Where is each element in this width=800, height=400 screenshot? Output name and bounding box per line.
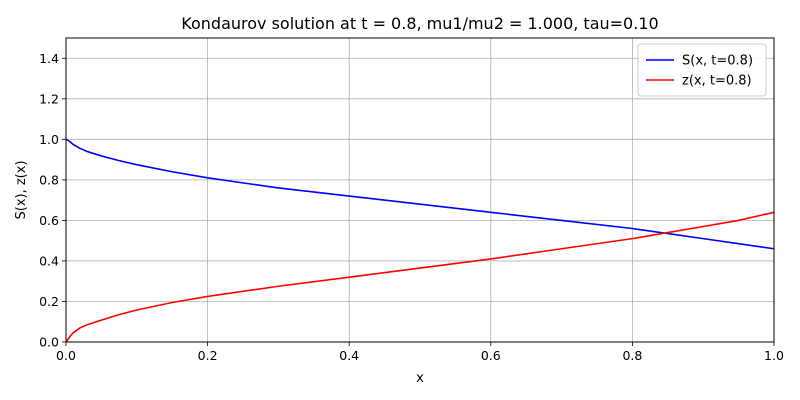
y-tick-label: 0.4 xyxy=(39,253,59,268)
x-tick-label: 0.8 xyxy=(622,348,642,363)
chart-title: Kondaurov solution at t = 0.8, mu1/mu2 =… xyxy=(181,14,658,33)
y-tick-label: 1.4 xyxy=(39,51,59,66)
y-axis-label: S(x), z(x) xyxy=(14,160,29,219)
x-tick-label: 0.4 xyxy=(339,348,359,363)
x-tick-label: 0.6 xyxy=(481,348,501,363)
legend-label: z(x, t=0.8) xyxy=(682,74,752,89)
x-tick-label: 0.0 xyxy=(56,348,76,363)
y-tick-label: 0.6 xyxy=(39,213,59,228)
series-line-1 xyxy=(65,211,775,343)
y-tick-label: 0.2 xyxy=(39,294,59,309)
legend-box xyxy=(637,43,767,97)
y-tick-label: 1.0 xyxy=(39,132,59,147)
x-tick-label: 1.0 xyxy=(764,348,784,363)
series-layer xyxy=(65,138,775,343)
y-tick-label: 0.0 xyxy=(39,335,59,350)
series-line-0 xyxy=(65,138,775,250)
ticks-layer: 0.0 0.2 0.4 0.6 0.8 1.0 0.0 0.2 0.4 0.6 0.8 1.0 1.2 1… xyxy=(39,51,784,363)
legend-label: S(x, t=0.8) xyxy=(682,54,753,69)
y-tick-label: 1.2 xyxy=(39,91,59,106)
legend: S(x, t=0.8) z(x, t=0.8) xyxy=(637,43,767,97)
x-axis-label: x xyxy=(416,371,424,386)
y-tick-label: 0.8 xyxy=(39,172,59,187)
plot-area xyxy=(65,37,775,343)
x-tick-label: 0.2 xyxy=(198,348,218,363)
